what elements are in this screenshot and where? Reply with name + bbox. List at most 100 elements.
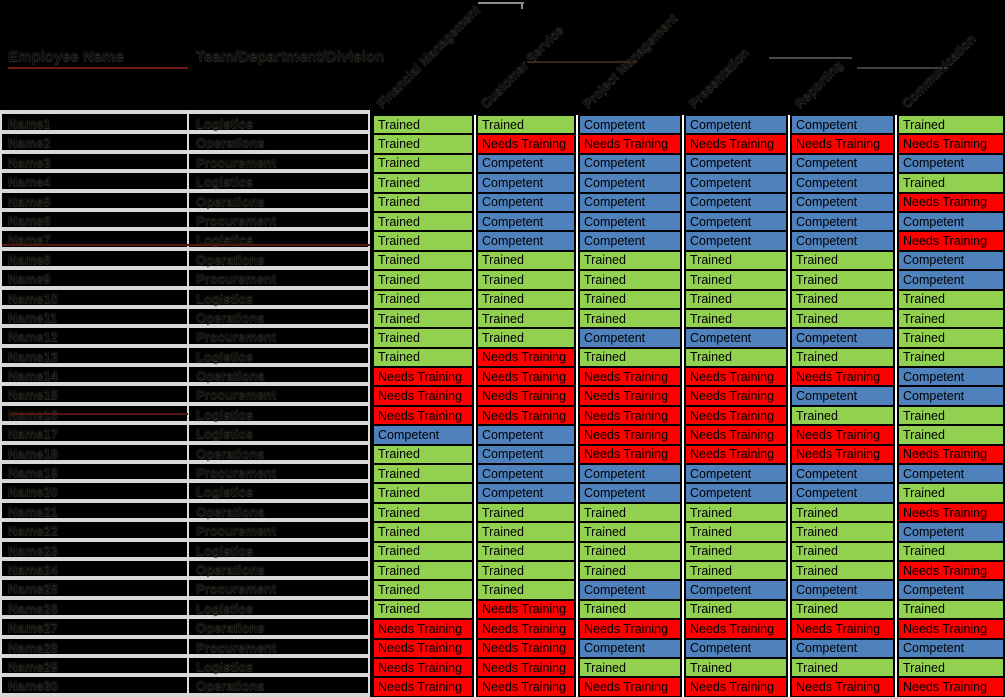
status-cell[interactable]: Trained	[684, 270, 788, 290]
status-cell[interactable]: Needs Training	[372, 657, 474, 678]
status-cell[interactable]: Trained	[372, 192, 474, 212]
position-cell[interactable]: Operations	[196, 678, 265, 694]
status-cell[interactable]: Needs Training	[476, 677, 576, 697]
status-cell[interactable]: Trained	[790, 560, 895, 581]
employee-name-cell[interactable]: Name12	[8, 329, 58, 345]
status-cell[interactable]: Competent	[897, 270, 1005, 290]
status-cell[interactable]: Trained	[476, 115, 576, 135]
status-cell[interactable]: Competent	[684, 192, 788, 212]
status-cell[interactable]: Trained	[790, 308, 895, 329]
status-cell[interactable]: Trained	[684, 541, 788, 561]
status-cell[interactable]: Needs Training	[372, 405, 474, 426]
status-cell[interactable]: Competent	[684, 231, 788, 251]
status-cell[interactable]: Needs Training	[897, 444, 1005, 465]
status-cell[interactable]: Competent	[897, 386, 1005, 406]
status-cell[interactable]: Trained	[684, 289, 788, 309]
status-cell[interactable]: Trained	[476, 308, 576, 329]
position-cell[interactable]: Procurement	[196, 523, 277, 539]
employee-name-cell[interactable]: Name2	[8, 135, 51, 151]
status-cell[interactable]: Needs Training	[684, 425, 788, 445]
status-cell[interactable]: Needs Training	[684, 386, 788, 406]
status-cell[interactable]: Competent	[372, 425, 474, 445]
status-cell[interactable]: Competent	[684, 580, 788, 600]
status-cell[interactable]: Trained	[897, 599, 1005, 620]
status-cell[interactable]: Needs Training	[476, 657, 576, 678]
status-cell[interactable]: Needs Training	[372, 677, 474, 697]
status-cell[interactable]: Trained	[578, 250, 682, 271]
position-cell[interactable]: Operations	[196, 309, 265, 325]
status-cell[interactable]: Trained	[476, 270, 576, 290]
status-cell[interactable]: Needs Training	[684, 134, 788, 154]
status-cell[interactable]: Needs Training	[684, 444, 788, 465]
status-cell[interactable]: Trained	[897, 405, 1005, 426]
status-cell[interactable]: Competent	[684, 153, 788, 174]
status-cell[interactable]: Needs Training	[578, 386, 682, 406]
status-cell[interactable]: Needs Training	[476, 386, 576, 406]
status-cell[interactable]: Trained	[476, 250, 576, 271]
status-cell[interactable]: Trained	[684, 250, 788, 271]
status-cell[interactable]: Trained	[684, 308, 788, 329]
position-cell[interactable]: Logistics	[196, 426, 254, 442]
status-cell[interactable]: Trained	[578, 289, 682, 309]
status-cell[interactable]: Trained	[476, 580, 576, 600]
status-cell[interactable]: Needs Training	[684, 405, 788, 426]
status-cell[interactable]: Competent	[897, 580, 1005, 600]
position-cell[interactable]: Procurement	[196, 465, 277, 481]
position-cell[interactable]: Operations	[196, 445, 265, 461]
status-cell[interactable]: Trained	[578, 560, 682, 581]
position-cell[interactable]: Logistics	[196, 484, 254, 500]
status-cell[interactable]: Trained	[897, 328, 1005, 348]
status-cell[interactable]: Needs Training	[897, 560, 1005, 581]
status-cell[interactable]: Trained	[897, 483, 1005, 503]
status-cell[interactable]: Needs Training	[790, 134, 895, 154]
position-cell[interactable]: Logistics	[196, 290, 254, 306]
status-cell[interactable]: Trained	[578, 657, 682, 678]
status-cell[interactable]: Needs Training	[790, 619, 895, 639]
status-cell[interactable]: Trained	[578, 522, 682, 542]
position-cell[interactable]: Operations	[196, 193, 265, 209]
status-cell[interactable]: Needs Training	[897, 677, 1005, 697]
status-cell[interactable]: Competent	[476, 173, 576, 193]
status-cell[interactable]: Trained	[578, 347, 682, 368]
status-cell[interactable]: Trained	[372, 580, 474, 600]
status-cell[interactable]: Trained	[790, 522, 895, 542]
status-cell[interactable]: Trained	[372, 231, 474, 251]
status-cell[interactable]: Competent	[897, 153, 1005, 174]
status-cell[interactable]: Needs Training	[476, 638, 576, 658]
status-cell[interactable]: Needs Training	[684, 619, 788, 639]
status-cell[interactable]: Competent	[578, 115, 682, 135]
status-cell[interactable]: Trained	[372, 599, 474, 620]
status-cell[interactable]: Trained	[684, 657, 788, 678]
status-cell[interactable]: Trained	[372, 541, 474, 561]
status-cell[interactable]: Needs Training	[790, 425, 895, 445]
position-cell[interactable]: Logistics	[196, 600, 254, 616]
status-cell[interactable]: Needs Training	[476, 405, 576, 426]
status-cell[interactable]: Trained	[372, 270, 474, 290]
position-cell[interactable]: Procurement	[196, 329, 277, 345]
status-cell[interactable]: Competent	[684, 173, 788, 193]
status-cell[interactable]: Trained	[372, 560, 474, 581]
employee-name-cell[interactable]: Name6	[8, 212, 51, 228]
employee-name-cell[interactable]: Name26	[8, 600, 58, 616]
status-cell[interactable]: Competent	[476, 483, 576, 503]
status-cell[interactable]: Competent	[578, 638, 682, 658]
status-cell[interactable]: Needs Training	[578, 367, 682, 387]
position-cell[interactable]: Operations	[196, 135, 265, 151]
status-cell[interactable]: Needs Training	[372, 619, 474, 639]
status-cell[interactable]: Competent	[578, 192, 682, 212]
status-cell[interactable]: Needs Training	[897, 134, 1005, 154]
position-cell[interactable]: Procurement	[196, 212, 277, 228]
position-cell[interactable]: Operations	[196, 503, 265, 519]
position-cell[interactable]: Logistics	[196, 174, 254, 190]
status-cell[interactable]: Needs Training	[897, 192, 1005, 212]
position-cell[interactable]: Procurement	[196, 271, 277, 287]
status-cell[interactable]: Competent	[790, 386, 895, 406]
status-cell[interactable]: Trained	[372, 134, 474, 154]
status-cell[interactable]: Trained	[684, 599, 788, 620]
position-cell[interactable]: Logistics	[196, 232, 254, 248]
status-cell[interactable]: Competent	[684, 638, 788, 658]
employee-name-cell[interactable]: Name11	[8, 309, 58, 325]
status-cell[interactable]: Trained	[372, 153, 474, 174]
status-cell[interactable]: Trained	[372, 444, 474, 465]
status-cell[interactable]: Trained	[372, 464, 474, 484]
